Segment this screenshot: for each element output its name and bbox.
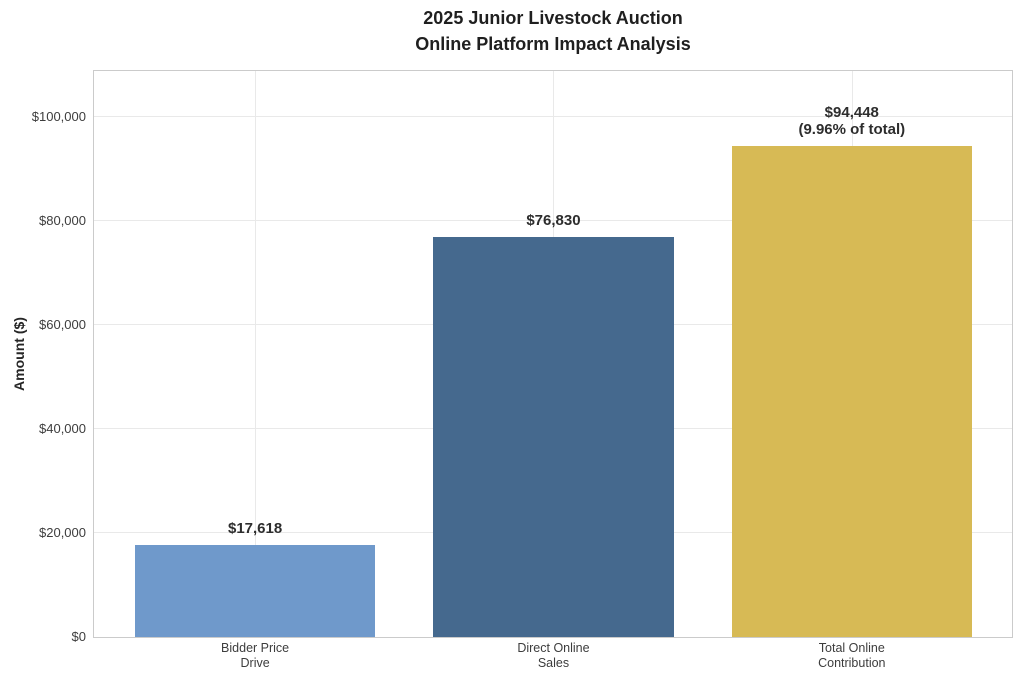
x-tick-label-line: Contribution (818, 656, 886, 670)
y-tick-label: $40,000 (39, 420, 86, 436)
bar-value-label-line: $94,448 (824, 103, 879, 121)
x-tick-label: Direct Online Sales (517, 641, 589, 671)
x-tick-label-line: Sales (537, 656, 570, 670)
x-tick-label-line: Drive (240, 656, 270, 670)
gridline-horizontal (94, 115, 1012, 117)
bar-direct-online-sales (433, 237, 674, 637)
plot-area: $17,618 $76,830 $94,448 (9.96% of total) (93, 70, 1013, 638)
bar-value-label-line: (9.96% of total) (798, 120, 906, 138)
bar-value-label: $17,618 (228, 520, 282, 537)
y-tick-label: $100,000 (31, 108, 86, 124)
x-tick-label-line: Direct Online (517, 641, 590, 655)
x-tick-label-line: Bidder Price (221, 641, 290, 655)
bar-value-label: $94,448 (9.96% of total) (798, 104, 905, 138)
y-tick-label: $0 (71, 629, 86, 644)
chart-title-line-2: Online Platform Impact Analysis (415, 34, 691, 54)
x-tick-label-line: Total Online (818, 641, 885, 655)
chart-title: 2025 Junior Livestock Auction Online Pla… (93, 5, 1013, 57)
y-tick-label: $60,000 (39, 316, 86, 332)
chart-title-line-1: 2025 Junior Livestock Auction (423, 8, 683, 28)
bar-value-label-line: $17,618 (227, 520, 283, 538)
bar-total-online-contribution (731, 145, 973, 637)
x-tick-label: Total Online Contribution (818, 641, 885, 671)
gridline-horizontal (94, 219, 1012, 221)
y-tick-label: $80,000 (39, 212, 86, 228)
bar-value-label-line: $76,830 (526, 212, 581, 230)
x-tick-label: Bidder Price Drive (221, 641, 289, 671)
bar-bidder-price-drive (134, 545, 376, 637)
bar-value-label: $76,830 (526, 212, 580, 229)
y-tick-label: $20,000 (39, 524, 86, 540)
gridline-vertical (255, 71, 257, 637)
